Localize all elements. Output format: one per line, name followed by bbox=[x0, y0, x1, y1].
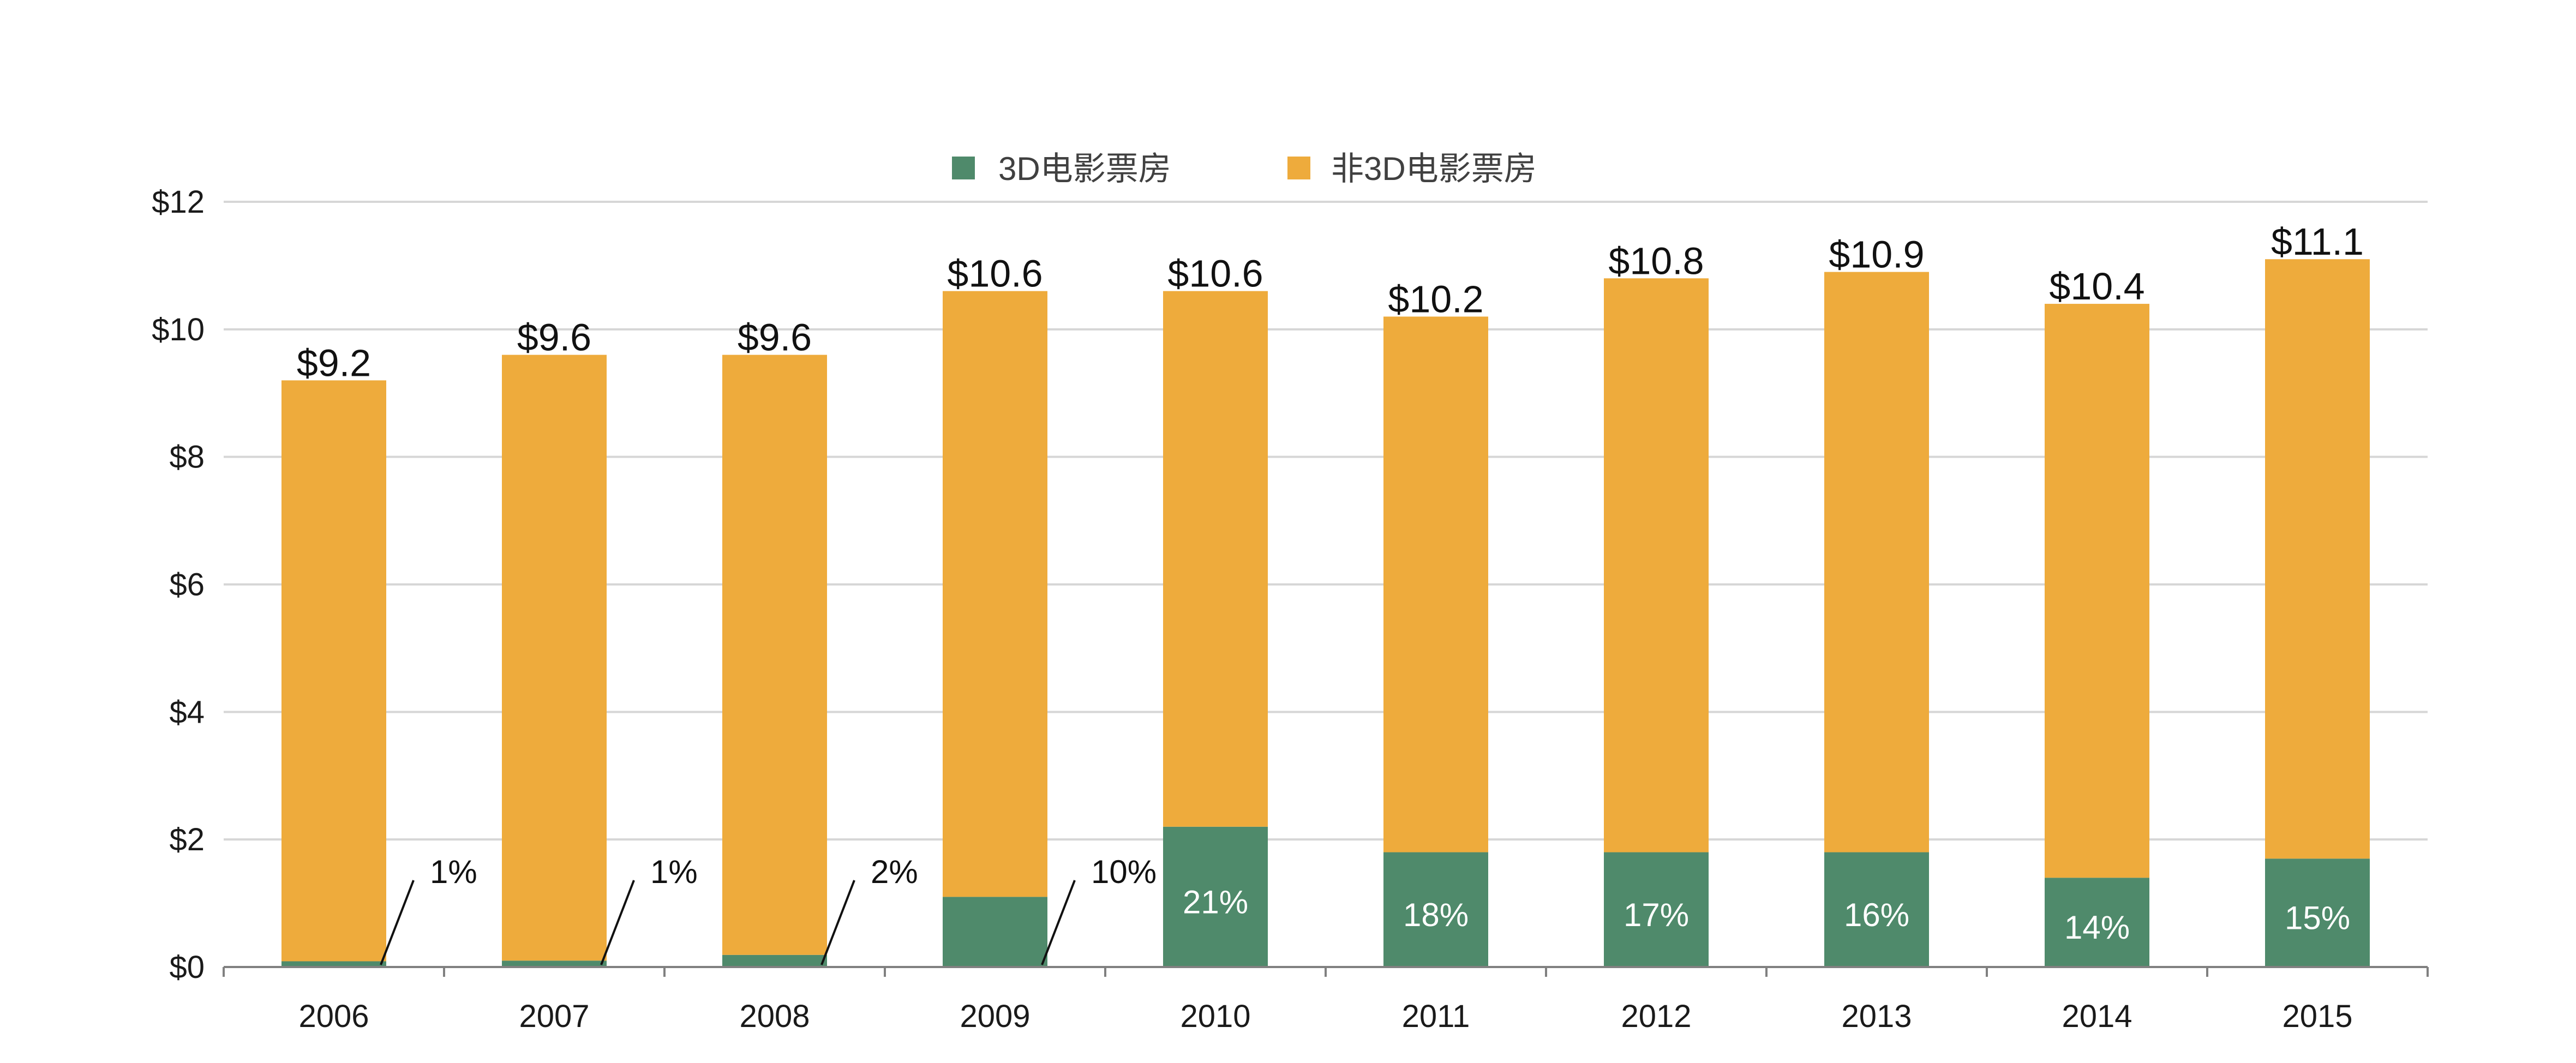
bar-non-3d-2013 bbox=[1824, 272, 1929, 852]
share-leader-line bbox=[380, 880, 415, 965]
x-tick-label: 2007 bbox=[519, 999, 589, 1034]
bar-non-3d-2012 bbox=[1604, 278, 1709, 852]
bar-non-3d-2008 bbox=[722, 355, 827, 955]
total-label: $9.6 bbox=[738, 316, 812, 359]
x-tick-label: 2011 bbox=[1402, 999, 1470, 1034]
total-label: $10.4 bbox=[2049, 265, 2144, 308]
share-label: 18% bbox=[1403, 897, 1469, 933]
legend-label-3d: 3D电影票房 bbox=[998, 151, 1171, 187]
share-leader-line bbox=[1041, 880, 1076, 965]
share-label: 1% bbox=[650, 854, 698, 890]
bar-non-3d-2014 bbox=[2045, 304, 2149, 878]
total-label: $9.6 bbox=[517, 316, 591, 359]
total-label: $10.6 bbox=[1167, 253, 1263, 295]
bar-non-3d-2006 bbox=[281, 380, 386, 962]
bar-non-3d-2015 bbox=[2265, 259, 2370, 859]
x-tick-label: 2009 bbox=[960, 999, 1030, 1034]
total-label: $11.1 bbox=[2271, 220, 2364, 263]
x-tick-label: 2015 bbox=[2282, 999, 2352, 1034]
legend-swatch-3d bbox=[952, 157, 975, 179]
chart-legend: 3D电影票房 非3D电影票房 bbox=[952, 151, 1537, 187]
y-tick-label: $12 bbox=[152, 184, 205, 220]
bar-3d-2007 bbox=[502, 960, 607, 967]
bar-3d-2009 bbox=[943, 897, 1047, 967]
bar-3d-2008 bbox=[722, 954, 827, 967]
bar-non-3d-2011 bbox=[1383, 316, 1488, 852]
share-label: 1% bbox=[430, 854, 477, 890]
bar-3d-2012 bbox=[1604, 852, 1709, 967]
bars bbox=[281, 259, 2370, 967]
bar-non-3d-2007 bbox=[502, 355, 607, 961]
bar-3d-2006 bbox=[281, 961, 386, 967]
legend-label-non-3d: 非3D电影票房 bbox=[1331, 151, 1537, 187]
total-label: $10.6 bbox=[947, 253, 1043, 295]
x-tick-label: 2012 bbox=[1621, 999, 1691, 1034]
share-label: 21% bbox=[1183, 884, 1248, 920]
share-label: 2% bbox=[871, 854, 918, 890]
share-leader-line bbox=[820, 880, 855, 965]
x-tick-label: 2013 bbox=[1841, 999, 1912, 1034]
x-tick-label: 2008 bbox=[739, 999, 810, 1034]
bar-3d-2015 bbox=[2265, 858, 2370, 967]
bar-3d-2014 bbox=[2045, 878, 2149, 967]
bar-3d-2013 bbox=[1824, 852, 1929, 967]
bar-3d-2011 bbox=[1383, 852, 1488, 967]
y-tick-label: $0 bbox=[169, 950, 205, 985]
axes: $0 $2 $4 $6 $8 $10 $12 2006 2007 2008 2009 2010 2011… bbox=[152, 184, 2429, 1034]
share-leader-line bbox=[600, 880, 635, 965]
y-tick-label: $2 bbox=[169, 822, 205, 857]
x-tick-label: 2006 bbox=[298, 999, 369, 1034]
y-tick-label: $10 bbox=[152, 312, 205, 347]
bar-non-3d-2010 bbox=[1163, 291, 1268, 827]
share-label: 10% bbox=[1091, 854, 1157, 890]
x-tick-label: 2014 bbox=[2062, 999, 2132, 1034]
share-label: 16% bbox=[1844, 897, 1909, 933]
y-tick-label: $6 bbox=[169, 567, 205, 603]
total-label: $9.2 bbox=[297, 341, 371, 384]
x-tick-label: 2010 bbox=[1180, 999, 1250, 1034]
bar-3d-2010 bbox=[1163, 826, 1268, 967]
data-labels: $9.2 1% $9.6 1% $9.6 2% $10.6 10% $10.6 21% $10.2 1… bbox=[297, 220, 2364, 965]
y-tick-label: $4 bbox=[169, 694, 205, 730]
legend-swatch-non-3d bbox=[1287, 157, 1310, 179]
total-label: $10.8 bbox=[1608, 239, 1704, 282]
share-label: 17% bbox=[1624, 897, 1689, 933]
share-label: 14% bbox=[2064, 909, 2130, 946]
y-tick-label: $8 bbox=[169, 440, 205, 475]
total-label: $10.9 bbox=[1829, 233, 1924, 276]
total-label: $10.2 bbox=[1388, 278, 1483, 320]
share-label: 15% bbox=[2285, 900, 2350, 936]
bar-non-3d-2009 bbox=[943, 291, 1047, 897]
